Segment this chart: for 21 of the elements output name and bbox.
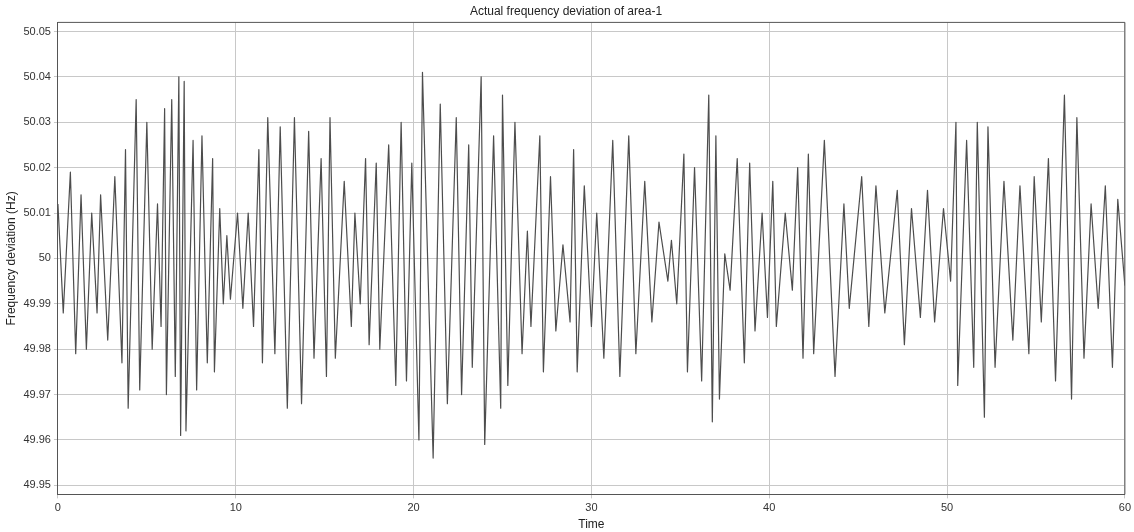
x-tick-label: 20 — [407, 501, 420, 514]
y-tick-label: 50.03 — [23, 115, 51, 128]
y-tick-label: 50.04 — [23, 69, 51, 82]
x-tick-label: 40 — [763, 501, 776, 514]
y-tick-label: 49.98 — [23, 342, 51, 355]
y-tick-label: 49.96 — [23, 432, 51, 445]
x-tick-label: 0 — [54, 501, 61, 514]
x-axis-title: Time — [578, 517, 605, 532]
chart-title: Actual frequency deviation of area-1 — [469, 3, 663, 18]
y-axis-title: Frequency deviation (Hz) — [3, 191, 18, 326]
y-tick-label: 50 — [38, 251, 51, 264]
y-tick-label: 49.99 — [23, 296, 51, 309]
y-tick-label: 49.95 — [23, 478, 51, 491]
x-tick-label: 60 — [1118, 501, 1132, 514]
y-tick-label: 50.01 — [23, 206, 51, 219]
y-tick-label: 50.02 — [23, 160, 51, 173]
x-tick-label: 50 — [940, 501, 954, 514]
y-tick-label: 49.97 — [23, 387, 51, 400]
y-tick-label: 50.05 — [23, 24, 51, 37]
x-tick-label: 30 — [585, 501, 598, 514]
x-tick-label: 10 — [229, 501, 242, 514]
